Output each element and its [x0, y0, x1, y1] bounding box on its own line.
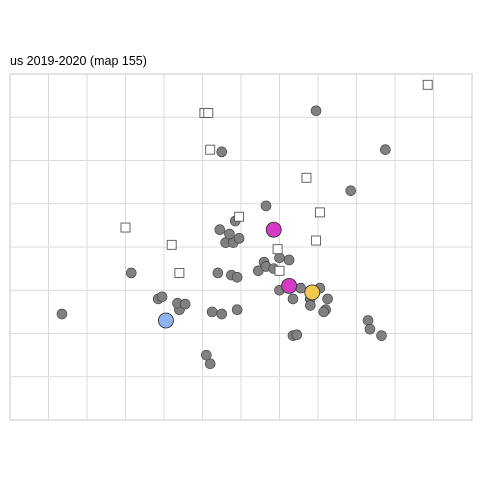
circle-point [345, 185, 357, 197]
circle-point [283, 254, 295, 266]
circle-point [216, 146, 228, 158]
circle-point [201, 349, 212, 361]
square-point [422, 79, 433, 90]
square-point [205, 144, 216, 155]
square-point [203, 107, 214, 118]
circle-point [362, 315, 374, 326]
circle-point [287, 293, 299, 305]
square-point [274, 265, 285, 276]
circle-point [56, 308, 68, 320]
circle-point [295, 282, 306, 294]
circle-point [224, 228, 235, 240]
circle-point [206, 306, 218, 318]
square-point [272, 244, 283, 255]
square-point [120, 222, 131, 233]
square-point [301, 172, 312, 183]
circle-point [156, 291, 168, 303]
circle-point [310, 105, 322, 117]
circle-point [380, 144, 391, 155]
circle-point [214, 224, 226, 235]
chart-title: us 2019-2020 (map 155) [10, 54, 147, 68]
square-point [311, 235, 322, 246]
circle-point [204, 358, 216, 370]
circle-point [304, 300, 316, 311]
square-point [314, 207, 325, 218]
circle-point [376, 330, 387, 341]
circle-point [364, 323, 376, 335]
square-point [234, 211, 245, 222]
circle-point [318, 306, 330, 318]
highlight-point [281, 277, 298, 294]
circle-point [212, 267, 224, 279]
circle-point [260, 200, 272, 212]
data-points [56, 79, 433, 370]
square-point [166, 239, 177, 250]
highlight-point [265, 221, 282, 238]
circle-point [231, 304, 243, 316]
circle-point [179, 298, 191, 310]
circle-point [231, 271, 243, 283]
circle-point [233, 233, 245, 244]
highlight-point [157, 312, 174, 329]
circle-point [291, 329, 303, 341]
square-point [174, 268, 185, 278]
circle-point [216, 308, 228, 320]
circle-point [322, 293, 333, 305]
circle-point [274, 252, 285, 264]
highlight-point [304, 284, 321, 301]
circle-point [125, 267, 137, 279]
